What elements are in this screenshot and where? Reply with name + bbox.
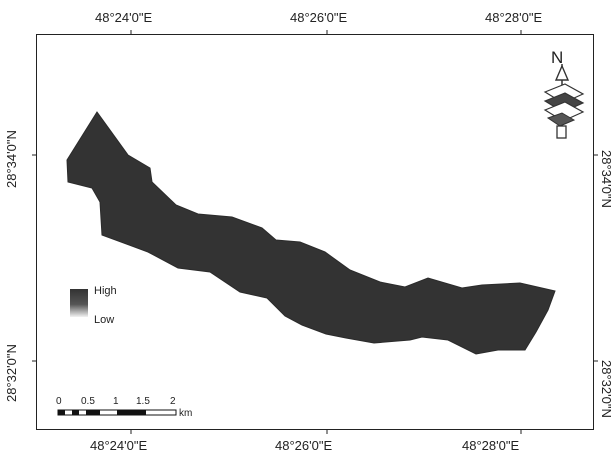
scale-unit-label: km [179,408,193,419]
bottom-longitude-label-3: 48°28'0"E [462,438,520,453]
legend-gradient-swatch [70,289,88,317]
frame-ticks [32,30,598,434]
bottom-longitude-label-1: 48°24'0"E [90,438,148,453]
north-arrow-label: N [551,48,563,67]
top-longitude-label-3: 48°28'0"E [485,10,543,25]
top-longitude-label-2: 48°26'0"E [290,10,348,25]
top-longitude-label-1: 48°24'0"E [95,10,153,25]
scale-tick-0: 0 [56,396,62,407]
scale-tick-2: 2 [170,396,176,407]
scale-bar [57,409,177,416]
north-arrow-icon [543,64,585,139]
scale-tick-1: 1 [113,396,119,407]
scale-tick-0-5: 0.5 [81,396,95,407]
legend-low-label: Low [94,314,115,326]
study-area-region [66,111,556,355]
bottom-longitude-label-2: 48°26'0"E [275,438,333,453]
legend-high-label: High [94,285,117,297]
scale-tick-1-5: 1.5 [136,396,150,407]
